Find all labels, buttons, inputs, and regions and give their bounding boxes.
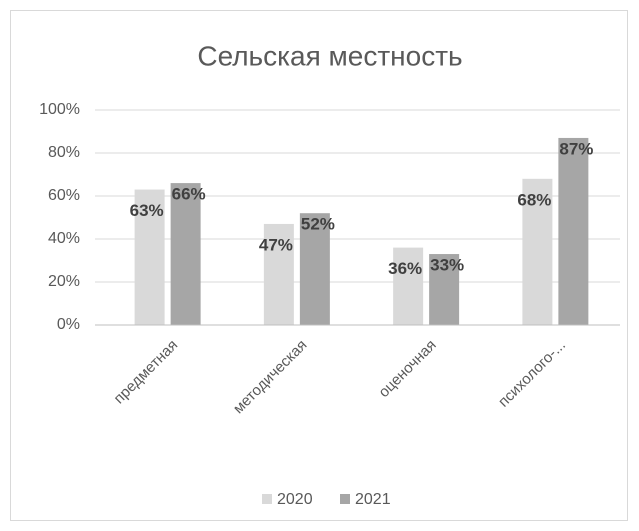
y-tick-label: 100% [39,101,80,118]
data-label: 36% [388,259,422,278]
y-tick-label: 20% [48,273,80,290]
y-tick-label: 80% [48,144,80,161]
bar [134,189,165,325]
data-label: 66% [172,185,206,204]
bar [263,223,294,325]
bar [558,137,589,325]
data-label: 68% [517,190,551,209]
data-label: 33% [430,256,464,275]
legend-label: 2020 [277,491,313,508]
bar [393,247,424,325]
bar [170,183,201,325]
y-tick-label: 60% [48,187,80,204]
bar [522,178,553,325]
y-tick-label: 40% [48,230,80,247]
y-tick-label: 0% [57,316,80,333]
data-label: 52% [301,215,335,234]
legend-label: 2021 [355,491,391,508]
bar [299,213,330,325]
legend-swatch [262,494,272,504]
data-label: 47% [259,235,293,254]
chart-title: Сельская местность [197,40,462,71]
legend-swatch [340,494,350,504]
bar [429,254,460,325]
data-label: 63% [130,201,164,220]
data-label: 87% [559,139,593,158]
